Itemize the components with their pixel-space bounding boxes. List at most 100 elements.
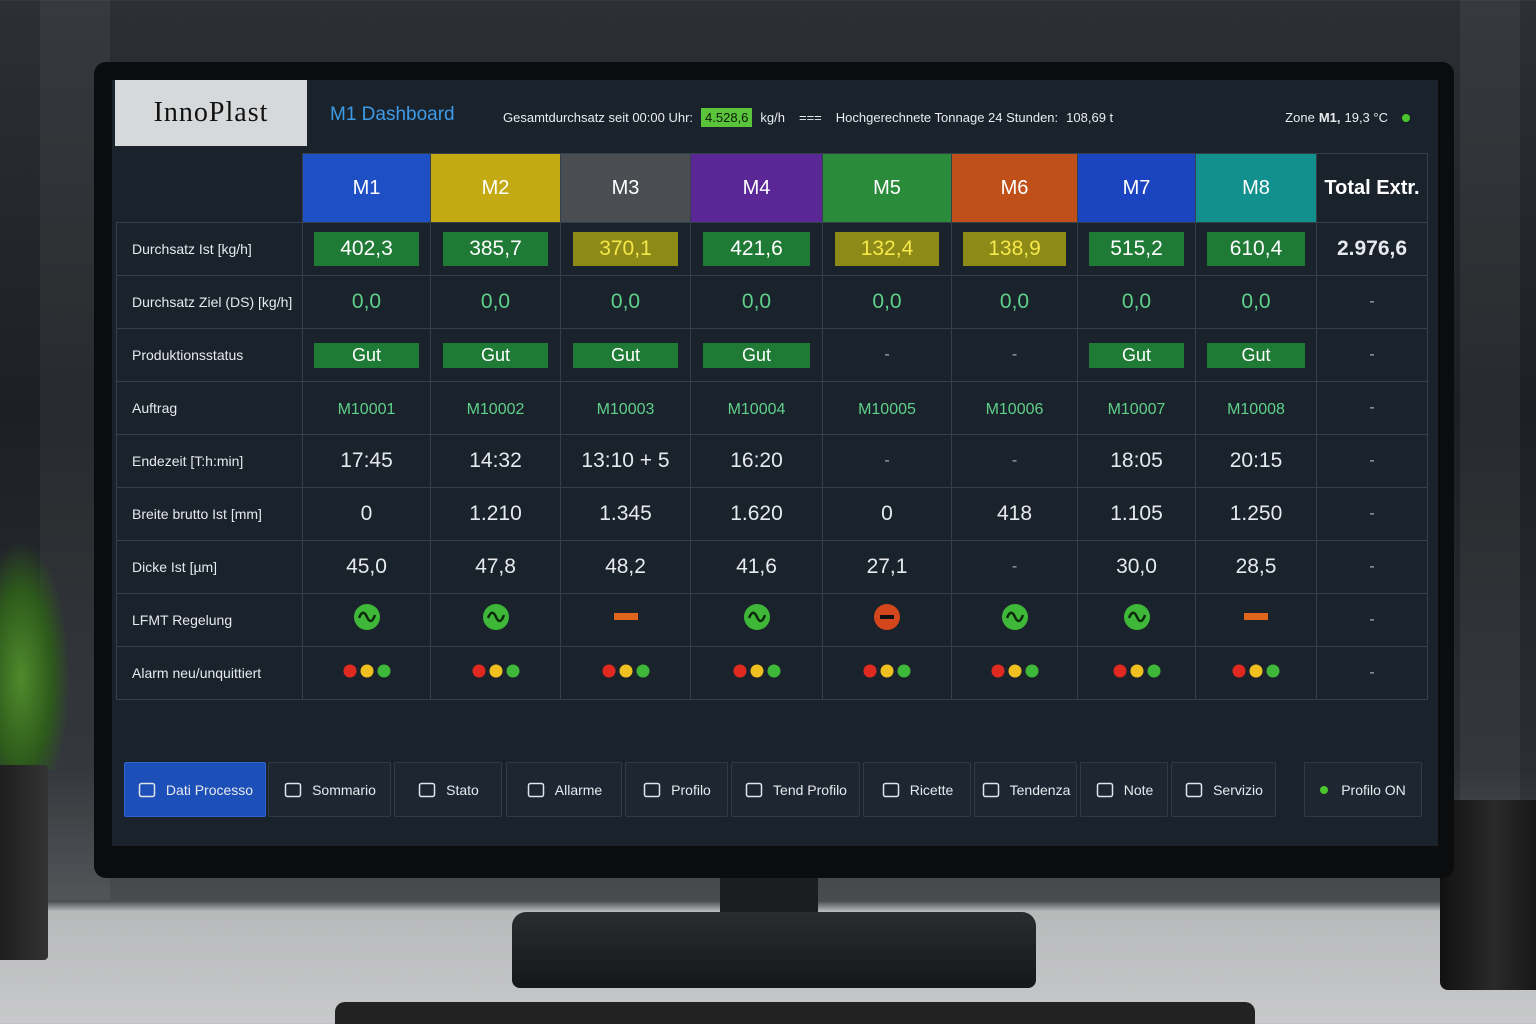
separator: === bbox=[798, 110, 822, 125]
forecast-value: 108,69 t bbox=[1066, 110, 1114, 125]
alarm-light bbox=[343, 664, 356, 678]
cell: M10004 bbox=[690, 381, 823, 435]
icon-wave bbox=[357, 611, 376, 623]
nav-label: Dati Processo bbox=[165, 781, 254, 798]
cell-value: Gut bbox=[1206, 342, 1306, 368]
alarm-lights bbox=[863, 664, 911, 678]
forecast-label: Hochgerechnete Tonnage 24 Stunden: bbox=[835, 110, 1059, 125]
cell-value: 28,5 bbox=[1235, 555, 1277, 578]
alarm-light bbox=[489, 664, 502, 678]
cell bbox=[302, 593, 431, 647]
nav-button[interactable]: Ricette bbox=[863, 762, 971, 817]
machine-header: M1 bbox=[302, 153, 431, 223]
total-cell: - bbox=[1316, 646, 1428, 700]
cell bbox=[560, 593, 691, 647]
icon-bar bbox=[1244, 613, 1268, 620]
dashboard-title: M1 Dashboard bbox=[330, 104, 455, 125]
cell bbox=[1077, 646, 1196, 700]
zone-label: Zone bbox=[1285, 110, 1315, 125]
alarm-light bbox=[863, 664, 877, 678]
lfmt-icon bbox=[353, 604, 380, 630]
nav-button[interactable]: Allarme bbox=[506, 762, 622, 817]
alarm-lights bbox=[472, 664, 519, 678]
lfmt-icon bbox=[874, 604, 900, 630]
cell: 0 bbox=[822, 487, 952, 541]
alarm-lights bbox=[1113, 664, 1160, 678]
alarm-light bbox=[377, 664, 390, 678]
table-row: Produktionsstatus Gut Gut Gut Gut - - Gut Gut - bbox=[116, 328, 1428, 382]
cell-value: M10002 bbox=[466, 401, 525, 418]
cell-value: 16:20 bbox=[730, 449, 783, 472]
cell: - bbox=[951, 540, 1078, 594]
table-row: Alarm neu/unquittiert - bbox=[116, 646, 1428, 700]
machine-header: M2 bbox=[430, 153, 561, 223]
row-label: Produktionsstatus bbox=[116, 328, 303, 382]
alarm-light bbox=[1130, 664, 1143, 678]
cell: 610,4 bbox=[1195, 222, 1317, 276]
cell-value: Gut bbox=[314, 342, 419, 368]
alarm-light bbox=[636, 664, 649, 678]
profile-status-button[interactable]: Profilo ON bbox=[1304, 762, 1422, 817]
nav-button[interactable]: Tendenza bbox=[974, 762, 1077, 817]
table-body: Durchsatz Ist [kg/h] 402,3 385,7 370,1 421,6… bbox=[116, 222, 1428, 700]
alarm-light bbox=[767, 664, 780, 678]
alarm-light bbox=[1147, 664, 1160, 678]
total-cell: 2.976,6 bbox=[1316, 222, 1428, 276]
machine-header: M5 bbox=[822, 153, 952, 223]
cell-value: 18:05 bbox=[1110, 449, 1163, 472]
nav-button[interactable]: Profilo bbox=[625, 762, 728, 817]
nav-button[interactable]: Tend Profilo bbox=[731, 762, 860, 817]
nav-icon bbox=[1185, 782, 1203, 797]
cell: 18:05 bbox=[1077, 434, 1196, 488]
cell: 132,4 bbox=[822, 222, 952, 276]
row-label: LFMT Regelung bbox=[116, 593, 303, 647]
cell bbox=[302, 646, 431, 700]
cell: 0 bbox=[302, 487, 431, 541]
zone-temp: 19,3 °C bbox=[1344, 110, 1388, 125]
nav-label: Servizio bbox=[1213, 781, 1263, 798]
cell: 27,1 bbox=[822, 540, 952, 594]
cell-value: 385,7 bbox=[442, 232, 549, 266]
machine-header: M8 bbox=[1195, 153, 1317, 223]
cell-value: M10001 bbox=[337, 401, 396, 418]
cell-value: 0,0 bbox=[351, 290, 382, 313]
alarm-light bbox=[472, 664, 485, 678]
cell bbox=[430, 646, 561, 700]
lfmt-icon bbox=[1123, 604, 1150, 630]
nav-label: Sommario bbox=[312, 781, 376, 798]
icon-wave bbox=[1127, 611, 1146, 623]
cell-value: 30,0 bbox=[1116, 555, 1157, 578]
cell-value: - bbox=[1011, 346, 1018, 363]
cell-value: 1.345 bbox=[599, 502, 652, 525]
nav-button[interactable]: Note bbox=[1080, 762, 1168, 817]
nav-label: Ricette bbox=[909, 781, 954, 798]
cell: M10001 bbox=[302, 381, 431, 435]
nav-label: Profilo bbox=[671, 781, 711, 798]
dashboard-screen: InnoPlast M1 Dashboard Gesamtdurchsatz s… bbox=[112, 80, 1438, 846]
machine-header: M6 bbox=[951, 153, 1078, 223]
nav-button[interactable]: Sommario bbox=[268, 762, 391, 817]
nav-button[interactable]: Dati Processo bbox=[124, 762, 266, 817]
nav-button[interactable]: Stato bbox=[394, 762, 502, 817]
icon-shape bbox=[982, 782, 999, 797]
nav-button[interactable]: Servizio bbox=[1171, 762, 1276, 817]
cell-value: 27,1 bbox=[866, 555, 908, 578]
cell: 13:10 + 5 bbox=[560, 434, 691, 488]
cell-value: 421,6 bbox=[702, 232, 811, 266]
nav-label: Tend Profilo bbox=[773, 781, 847, 798]
cell: 45,0 bbox=[302, 540, 431, 594]
cell: 0,0 bbox=[1077, 275, 1196, 329]
cell: 14:32 bbox=[430, 434, 561, 488]
cell: 370,1 bbox=[560, 222, 691, 276]
nav-icon bbox=[527, 782, 545, 797]
nav-icon bbox=[138, 782, 156, 797]
cell-value: 20:15 bbox=[1229, 449, 1283, 472]
cell-value: - bbox=[1011, 558, 1018, 575]
cell-value: M10005 bbox=[858, 401, 916, 418]
cell: 17:45 bbox=[302, 434, 431, 488]
icon-shape bbox=[418, 782, 436, 797]
cell-value: 41,6 bbox=[736, 555, 777, 578]
total-cell: - bbox=[1316, 487, 1428, 541]
